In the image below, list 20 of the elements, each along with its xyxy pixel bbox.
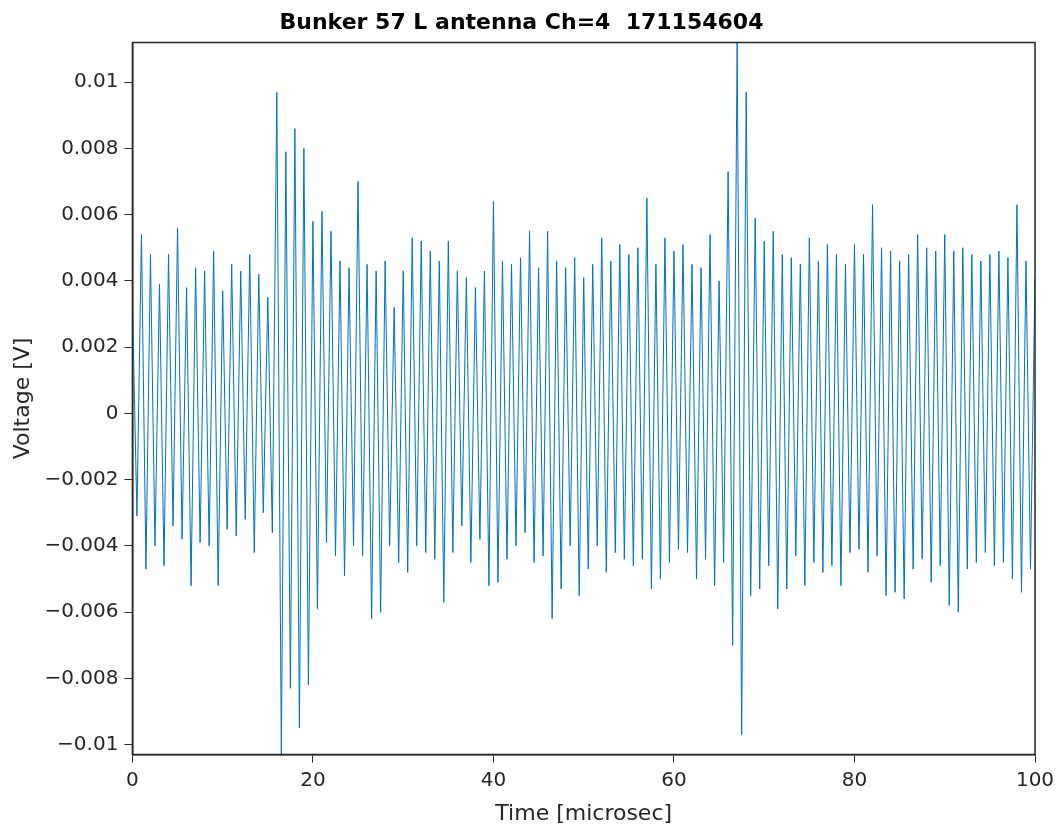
x-tick-label: 40 — [480, 766, 507, 791]
y-tick-label: 0.008 — [61, 134, 119, 159]
x-axis-title: Time [microsec] — [494, 799, 673, 825]
y-tick-label: −0.002 — [44, 465, 119, 490]
x-tick-label: 80 — [841, 766, 868, 791]
y-axis-title: Voltage [V] — [8, 337, 34, 460]
y-tick-label: 0.004 — [61, 267, 119, 292]
x-tick-label: 60 — [661, 766, 687, 791]
y-tick-label: 0.002 — [61, 333, 119, 358]
y-tick-label: 0.006 — [61, 200, 119, 225]
chart-title: Bunker 57 L antenna Ch=4 171154604 — [279, 8, 764, 34]
y-tick-label: −0.008 — [44, 664, 119, 689]
x-tick-label: 0 — [126, 766, 139, 791]
y-tick-label: −0.006 — [44, 598, 119, 623]
y-tick-label: −0.004 — [44, 532, 119, 557]
y-tick-label: −0.01 — [57, 730, 119, 755]
x-tick-label: 100 — [1015, 766, 1055, 791]
y-tick-label: 0.01 — [73, 68, 119, 93]
x-tick-label: 20 — [300, 766, 326, 791]
y-tick-label: 0 — [105, 399, 119, 424]
